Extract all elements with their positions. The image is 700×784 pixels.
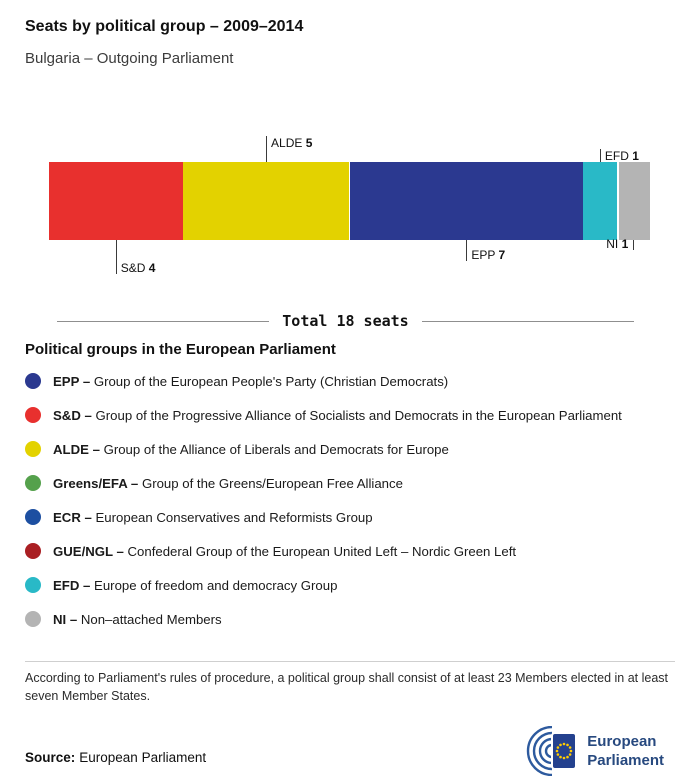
sd-color-dot: [25, 407, 41, 423]
callout-line-alde: [266, 136, 268, 162]
legend-item-epp: EPP – Group of the European People's Par…: [25, 364, 680, 398]
gue-ngl-color-dot: [25, 543, 41, 559]
legend-item-efd: EFD – Europe of freedom and democracy Gr…: [25, 568, 680, 602]
page-title: Seats by political group – 2009–2014: [25, 18, 304, 35]
legend-item-text: EFD – Europe of freedom and democracy Gr…: [53, 577, 338, 593]
callout-label-alde: ALDE 5: [271, 136, 313, 150]
footer-divider: [25, 661, 675, 662]
legend-item-greens-efa: Greens/EFA – Group of the Greens/Europea…: [25, 466, 680, 500]
procedure-note: According to Parliament's rules of proce…: [25, 671, 668, 703]
callout-line-s-d: [115, 240, 117, 274]
bar-segment-efd: [583, 162, 617, 240]
bar-segment-ni: [616, 162, 650, 240]
ecr-color-dot: [25, 509, 41, 525]
page-subtitle: Bulgaria – Outgoing Parliament: [25, 50, 234, 67]
callout-line-ni: [633, 240, 635, 250]
efd-color-dot: [25, 577, 41, 593]
ep-logo-mark: [527, 726, 578, 776]
legend-item-text: Greens/EFA – Group of the Greens/Europea…: [53, 475, 403, 491]
callout-label-epp: EPP 7: [471, 248, 506, 262]
ep-logo-text: European Parliament: [587, 732, 664, 770]
callout-line-efd: [599, 149, 601, 162]
legend-item-alde: ALDE – Group of the Alliance of Liberals…: [25, 432, 680, 466]
legend-item-ecr: ECR – European Conservatives and Reformi…: [25, 500, 680, 534]
bar-segment-s-d: [49, 162, 183, 240]
ep-logo-text-line2: Parliament: [587, 752, 664, 769]
legend-item-gue-ngl: GUE/NGL – Confederal Group of the Europe…: [25, 534, 680, 568]
legend-item-text: S&D – Group of the Progressive Alliance …: [53, 407, 622, 423]
legend-heading: Political groups in the European Parliam…: [25, 341, 336, 358]
total-seats-label: Total 18 seats: [282, 312, 409, 330]
total-divider-right: [421, 320, 634, 322]
legend-item-ni: NI – Non–attached Members: [25, 602, 680, 636]
bar-segment-epp: [349, 162, 584, 240]
legend-item-text: EPP – Group of the European People's Par…: [53, 373, 449, 389]
legend-item-text: ALDE – Group of the Alliance of Liberals…: [53, 441, 449, 457]
legend-item-text: GUE/NGL – Confederal Group of the Europe…: [53, 543, 517, 559]
legend-item-text: NI – Non–attached Members: [53, 611, 222, 627]
ep-logo: European Parliament: [512, 726, 664, 776]
callout-label-efd: EFD 1: [604, 149, 639, 163]
callout-label-ni: NI 1: [606, 237, 629, 251]
callout-label-s-d: S&D 4: [120, 261, 156, 275]
greens-efa-color-dot: [25, 475, 41, 491]
total-divider-left: [57, 320, 270, 322]
legend-list: EPP – Group of the European People's Par…: [25, 364, 680, 636]
source-line: Source: European Parliament: [25, 750, 206, 765]
callout-line-epp: [466, 240, 468, 261]
alde-color-dot: [25, 441, 41, 457]
total-seats-row: Total 18 seats: [57, 312, 634, 330]
stacked-bar: [49, 162, 650, 240]
chart-area: S&D 4 ALDE 5 EPP 7 EFD 1 NI 1: [49, 134, 650, 284]
ep-logo-text-line1: European: [587, 733, 657, 750]
epp-color-dot: [25, 373, 41, 389]
bar-segment-alde: [182, 162, 350, 240]
legend-item-text: ECR – European Conservatives and Reformi…: [53, 509, 373, 525]
source-label: Source:: [25, 750, 76, 765]
ni-color-dot: [25, 611, 41, 627]
legend-item-sd: S&D – Group of the Progressive Alliance …: [25, 398, 680, 432]
source-value: European Parliament: [79, 750, 207, 765]
